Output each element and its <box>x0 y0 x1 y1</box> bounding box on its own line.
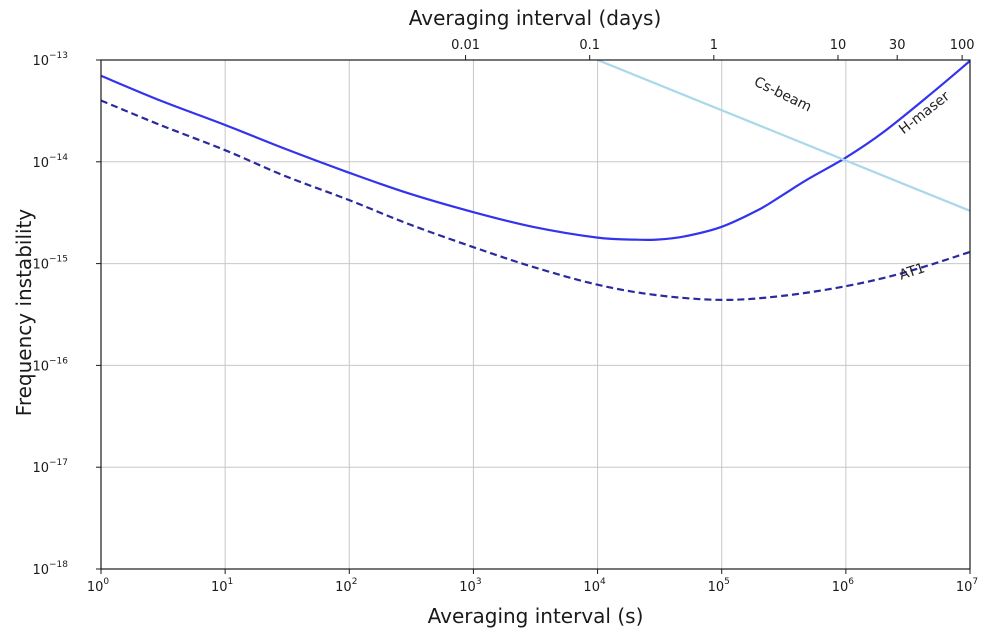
grid-layer <box>100 59 971 570</box>
plot-frame <box>100 59 971 570</box>
annotation-h-maser: H-maser <box>896 88 953 137</box>
y-tick-label: 10−17 <box>32 458 68 476</box>
series-layer <box>100 58 971 302</box>
x-tick-label: 107 <box>956 577 978 595</box>
y-tick-label: 10−14 <box>32 153 68 171</box>
x-tick-label: 103 <box>459 577 481 595</box>
y-tick-label: 10−16 <box>32 356 68 374</box>
top-tick-label: 10 <box>830 38 847 53</box>
y-tick-label: 10−18 <box>32 560 68 578</box>
y-tick-label: 10−13 <box>32 51 68 69</box>
x-tick-label: 105 <box>708 577 730 595</box>
top-tick-label: 0.01 <box>451 38 480 53</box>
series-line-cs-beam <box>597 58 971 212</box>
top-tick-label: 100 <box>950 38 975 53</box>
top-tick-label: 30 <box>889 38 906 53</box>
annotation-at1: AT1 <box>897 260 927 283</box>
x-tick-label: 104 <box>583 577 606 595</box>
tick-layer: 100 101 102 103 104 105 106 10710−1810−1710−161… <box>32 38 978 595</box>
top-tick-label: 1 <box>710 38 718 53</box>
annotation-layer: Cs-beam H-maser AT1 <box>751 74 953 284</box>
x-tick-label: 101 <box>211 577 233 595</box>
x-axis-title: Averaging interval (s) <box>428 604 644 628</box>
top-tick-label: 0.1 <box>579 38 600 53</box>
y-tick-label: 10−15 <box>32 255 68 273</box>
series-line-at1 <box>100 99 971 302</box>
x-tick-label: 106 <box>832 577 855 595</box>
annotation-cs-beam: Cs-beam <box>751 74 814 115</box>
x-tick-label: 102 <box>335 577 357 595</box>
top-axis-title: Averaging interval (days) <box>409 6 662 30</box>
series-line-h-maser <box>100 60 971 242</box>
x-tick-label: 100 <box>87 577 110 595</box>
y-axis-title: Frequency instability <box>12 209 36 417</box>
